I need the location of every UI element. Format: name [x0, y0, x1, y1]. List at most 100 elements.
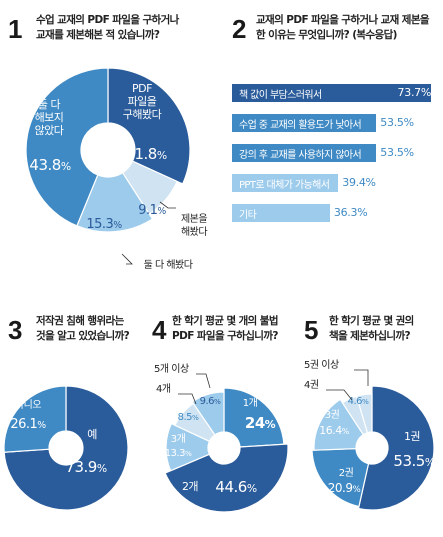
q1-question-line-2: 교재를 제본해본 적 있습니까?	[36, 29, 160, 41]
q4-number: 4	[152, 315, 167, 345]
q2-question: 교재의 PDF 파일을 구하거나 교재 제본을 한 이유는 무엇입니까? (복수…	[256, 13, 430, 43]
q2-bar-label-2: 강의 후 교재를 사용하지 않아서	[239, 150, 362, 161]
q1-leader-line-0	[159, 201, 176, 209]
q2-bar-2	[232, 144, 377, 162]
q2-bar-row-1: 수업 중 교재의 활용도가 낮아서 53.5%	[232, 114, 437, 132]
q5-slice-3권	[313, 398, 365, 451]
q5-question-line-2: 책을 제본하십니까?	[329, 330, 411, 342]
q1-slice-둘-다-해봤다	[76, 171, 154, 233]
q5-slice-1권	[357, 385, 435, 511]
q3-question-line-1: 저작권 침해 행위라는	[36, 315, 124, 327]
q5-label-1권: 1권	[404, 430, 420, 443]
q4-leader-line-1	[196, 373, 211, 389]
q2-question-line-1: 교재의 PDF 파일을 구하거나 교재 제본을	[256, 14, 430, 26]
q3-value-아니오: 26.1%	[10, 417, 46, 432]
q4-value-5개-이상: 9.6%	[200, 396, 221, 407]
q1-question: 수업 교재의 PDF 파일을 구하거나 교재를 제본해본 적 있습니까?	[36, 13, 179, 43]
q1-question-line-1: 수업 교재의 PDF 파일을 구하거나	[36, 14, 179, 26]
q4-value-1개: 24%	[245, 414, 276, 432]
q2-number: 2	[232, 14, 247, 44]
q3-number: 3	[8, 315, 23, 345]
q5-slice-2권	[311, 447, 370, 508]
q2-question-line-2: 한 이유는 무엇입니까? (복수응답)	[256, 29, 397, 41]
q4-question: 한 학기 평균 몇 개의 불법 PDF 파일을 구하십니까?	[172, 314, 278, 344]
q3-question-line-2: 것을 알고 있었습니까?	[36, 330, 130, 342]
q2-bar-0	[232, 84, 431, 102]
q4-slice-1개	[223, 387, 285, 448]
q5-question-line-1: 한 학기 평균 몇 권의	[329, 315, 414, 327]
q4-label-1개: 1개	[243, 397, 258, 409]
q5-value-2권: 20.9%	[328, 481, 361, 495]
q3-slice-예	[3, 385, 129, 511]
q2-bar-4	[232, 204, 330, 222]
q1-label-PDF-파일을-구해봤다-0: PDF	[132, 82, 152, 95]
q1-label-둘-다-해봤다: 둘 다 해봤다	[144, 258, 193, 271]
q1-number: 1	[8, 14, 23, 44]
q2-bar-value-4: 36.3%	[333, 206, 368, 219]
q4-leader-line-0	[178, 393, 197, 405]
q2-bar-label-3: PPT로 대체가 가능해서	[239, 180, 330, 191]
q2-bar-value-2: 53.5%	[380, 146, 414, 159]
q5-label-4권: 4권	[304, 379, 319, 391]
q2-bar-value-3: 39.4%	[342, 176, 376, 189]
q4-value-2개: 44.6%	[215, 478, 256, 496]
q5-value-3권: 16.4%	[319, 424, 350, 437]
q3-question: 저작권 침해 행위라는 것을 알고 있었습니까?	[36, 314, 130, 344]
q3-value-예: 73.9%	[65, 458, 106, 476]
q1-value-둘-다-해보지-않았다: 43.8%	[29, 156, 70, 174]
q4-slice-3개	[165, 422, 211, 472]
q3-donut-chart: 예 73.9% 아니오 26.1%	[3, 385, 129, 511]
q2-bar-value-1: 53.5%	[380, 116, 414, 129]
q2-bar-row-4: 기타 36.3%	[232, 204, 437, 222]
q2-bar-3	[232, 174, 339, 192]
q4-value-3개: 13.3%	[165, 448, 192, 459]
q4-label-4개: 4개	[156, 383, 171, 395]
q4-slice-2개	[164, 443, 289, 513]
q4-slice-5개-이상	[191, 391, 225, 436]
q4-donut-chart: 1개 24% 2개 44.6% 3개 13.3% 4개 8.5% 5개 이상 9.6%	[154, 363, 289, 513]
q1-label-둘-다-해보지-않았다-0: 둘 다	[38, 98, 61, 111]
q4-question-line-1: 한 학기 평균 몇 개의 불법	[172, 315, 278, 327]
q5-label-3권: 3권	[325, 409, 340, 421]
q3-label-예: 예	[87, 428, 97, 441]
q1-label-PDF-파일을-구해봤다-2: 구해봤다	[123, 107, 162, 121]
q1-slice-PDF-파일을-구해봤다	[107, 67, 191, 185]
q4-value-4개: 8.5%	[178, 412, 199, 423]
q5-slice-5권-이상	[355, 393, 373, 434]
q5-leader-line-0	[326, 389, 353, 401]
q1-label-둘-다-해보지-않았다-2: 않았다	[35, 124, 64, 137]
q4-label-2개: 2개	[182, 480, 198, 493]
q2-bar-row-2: 강의 후 교재를 사용하지 않아서 53.5%	[232, 144, 437, 162]
q5-number: 5	[304, 315, 319, 345]
q1-label-제본을-해봤다-0: 제본을	[181, 213, 207, 225]
q2-bar-label-4: 기타	[239, 210, 257, 221]
q1-slice-둘-다-해보지-않았다	[25, 67, 109, 227]
q1-label-제본을-해봤다-1: 해봤다	[181, 225, 207, 238]
q3-slice-아니오	[3, 385, 67, 453]
q5-donut-chart: 1권 53.5% 2권 20.9% 3권 16.4% 4권 4.6% 5권 이상	[304, 359, 435, 511]
q1-value-둘-다-해봤다: 15.3%	[86, 217, 122, 232]
q1-value-PDF-파일을-구해봤다: 31.8%	[125, 145, 166, 163]
q2-bar-row-0: 책 값이 부담스러워서 73.7%	[232, 84, 437, 102]
q5-value-1권: 53.5%	[393, 452, 434, 470]
q2-bar-value-0: 73.7%	[397, 86, 432, 99]
q1-label-PDF-파일을-구해봤다-1: 파일을	[128, 94, 157, 108]
q5-value-4권: 4.6%	[348, 396, 369, 407]
q5-leader-line-1	[354, 369, 369, 386]
q2-bar-label-0: 책 값이 부담스러워서	[239, 90, 322, 101]
q4-question-line-2: PDF 파일을 구하십니까?	[172, 330, 278, 342]
q1-label-둘-다-해보지-않았다-1: 해보지	[35, 110, 64, 124]
q1-value-제본을-해봤다: 9.1%	[138, 203, 166, 218]
q5-question: 한 학기 평균 몇 권의 책을 제본하십니까?	[329, 314, 414, 344]
q3-label-아니오: 아니오	[15, 399, 41, 411]
q4-label-3개: 3개	[171, 433, 186, 445]
q2-bar-row-3: PPT로 대체가 가능해서 39.4%	[232, 174, 437, 192]
q4-label-5개-이상: 5개 이상	[154, 363, 189, 375]
q1-leader-line-1	[121, 253, 133, 265]
q2-bar-chart: 책 값이 부담스러워서 73.7% 수업 중 교재의 활용도가 낮아서 53.5% 강의…	[232, 84, 437, 244]
q2-bar-label-1: 수업 중 교재의 활용도가 낮아서	[239, 120, 362, 131]
q2-bar-1	[232, 114, 377, 132]
q5-label-2권: 2권	[339, 467, 354, 479]
q5-label-5권-이상: 5권 이상	[304, 359, 339, 371]
